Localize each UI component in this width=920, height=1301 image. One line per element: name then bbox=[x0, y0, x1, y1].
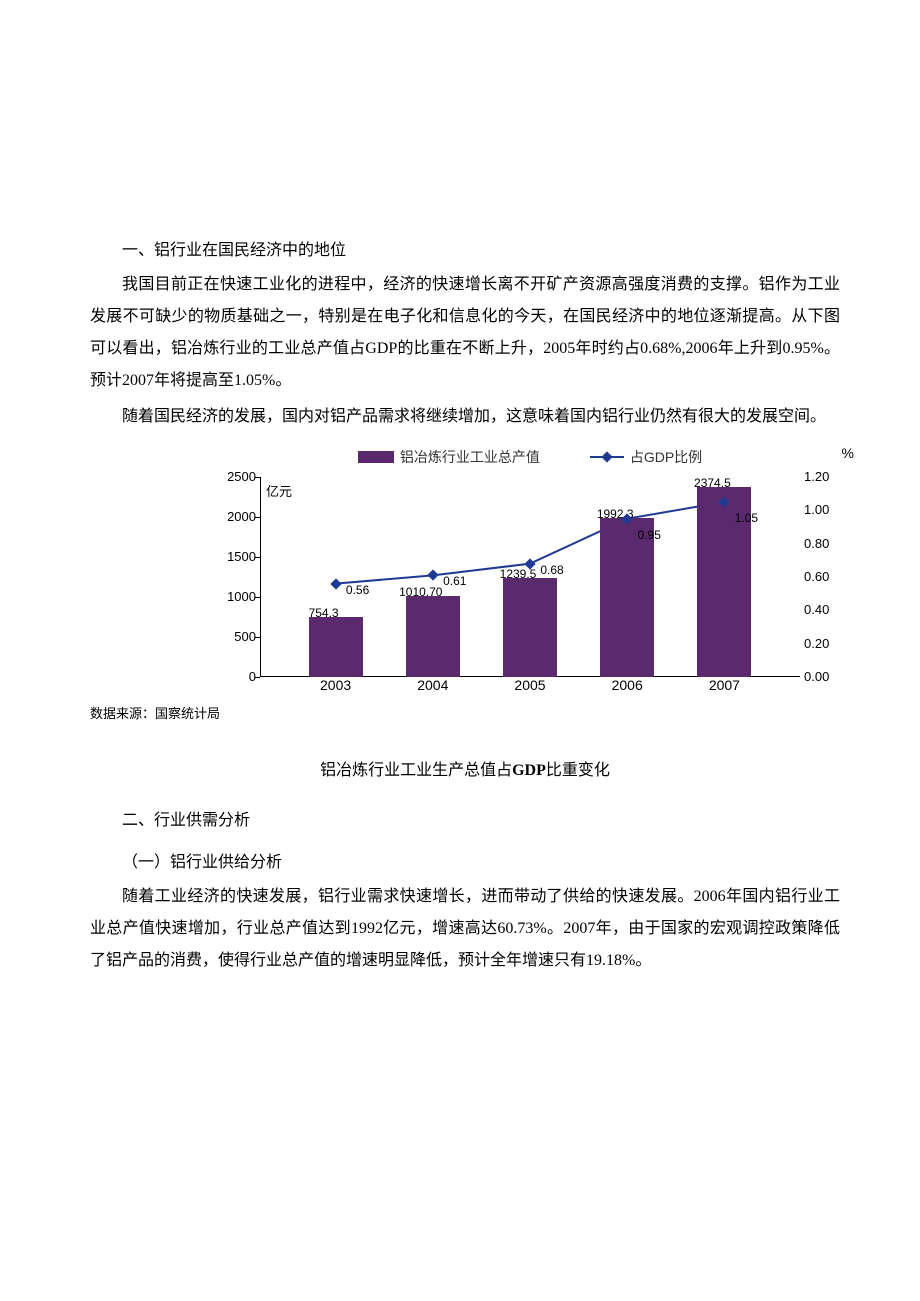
bar-value-label: 1010.70 bbox=[399, 580, 442, 604]
line-value-label: 0.95 bbox=[638, 523, 661, 547]
ytick-right: 0.00 bbox=[804, 664, 844, 690]
line-swatch-icon bbox=[590, 456, 624, 458]
ytick-left: 1000 bbox=[216, 584, 256, 610]
heading-2-1: （一）铝行业供给分析 bbox=[90, 847, 840, 879]
bar-value-label: 754.3 bbox=[309, 601, 339, 625]
legend-bar: 铝冶炼行业工业总产值 bbox=[358, 443, 540, 471]
chart-title: 铝冶炼行业工业生产总值占GDP比重变化 bbox=[90, 755, 840, 787]
line-value-label: 0.61 bbox=[443, 569, 466, 593]
line-value-label: 0.68 bbox=[540, 558, 563, 582]
paragraph-3: 随着工业经济的快速发展，铝行业需求快速增长，进而带动了供给的快速发展。2006年… bbox=[90, 881, 840, 977]
data-source: 数据来源：国察统计局 bbox=[90, 701, 840, 727]
x-category-label: 2005 bbox=[514, 671, 545, 699]
line-value-label: 0.56 bbox=[346, 578, 369, 602]
chart-plot-area: 亿元 050010001500200025000.000.200.400.600… bbox=[260, 477, 800, 697]
ytick-left-mark bbox=[255, 597, 260, 598]
ytick-left-mark bbox=[255, 517, 260, 518]
paragraph-1: 我国目前正在快速工业化的进程中，经济的快速增长离不开矿产资源高强度消费的支撑。铝… bbox=[90, 269, 840, 397]
ytick-left: 0 bbox=[216, 664, 256, 690]
bar-value-label: 2374.5 bbox=[694, 471, 731, 495]
ytick-left: 500 bbox=[216, 624, 256, 650]
ytick-right: 0.60 bbox=[804, 564, 844, 590]
legend-bar-label: 铝冶炼行业工业总产值 bbox=[400, 443, 540, 471]
chart-container: % 铝冶炼行业工业总产值 占GDP比例 亿元 05001000150020002… bbox=[210, 443, 850, 697]
x-category-label: 2003 bbox=[320, 671, 351, 699]
line-value-label: 1.05 bbox=[735, 506, 758, 530]
ytick-right: 0.80 bbox=[804, 531, 844, 557]
bar bbox=[309, 617, 363, 677]
bar bbox=[503, 578, 557, 677]
ytick-left-mark bbox=[255, 557, 260, 558]
legend-line-label: 占GDP比例 bbox=[630, 443, 702, 471]
chart-title-post: 比重变化 bbox=[546, 762, 610, 779]
bar-swatch-icon bbox=[358, 451, 394, 463]
ytick-left: 2500 bbox=[216, 464, 256, 490]
chart-legend: 铝冶炼行业工业总产值 占GDP比例 bbox=[210, 443, 850, 471]
ytick-right: 0.20 bbox=[804, 631, 844, 657]
ytick-left-mark bbox=[255, 677, 260, 678]
x-category-label: 2006 bbox=[612, 671, 643, 699]
chart-title-pre: 铝冶炼行业工业生产总值占 bbox=[320, 762, 512, 779]
legend-line: 占GDP比例 bbox=[590, 443, 702, 471]
paragraph-2: 随着国民经济的发展，国内对铝产品需求将继续增加，这意味着国内铝行业仍然有很大的发… bbox=[90, 401, 840, 433]
chart-title-bold: GDP bbox=[512, 762, 546, 779]
ytick-right: 1.00 bbox=[804, 497, 844, 523]
bar bbox=[406, 596, 460, 677]
heading-2: 二、行业供需分析 bbox=[90, 805, 840, 837]
ytick-left-mark bbox=[255, 477, 260, 478]
x-category-label: 2004 bbox=[417, 671, 448, 699]
ytick-left-mark bbox=[255, 637, 260, 638]
x-category-label: 2007 bbox=[709, 671, 740, 699]
ytick-left: 2000 bbox=[216, 504, 256, 530]
ytick-right: 1.20 bbox=[804, 464, 844, 490]
document-page: 一、铝行业在国民经济中的地位 我国目前正在快速工业化的进程中，经济的快速增长离不… bbox=[0, 0, 920, 1041]
heading-1: 一、铝行业在国民经济中的地位 bbox=[90, 235, 840, 267]
ytick-right: 0.40 bbox=[804, 597, 844, 623]
ytick-left: 1500 bbox=[216, 544, 256, 570]
right-axis-unit: % bbox=[842, 439, 854, 467]
